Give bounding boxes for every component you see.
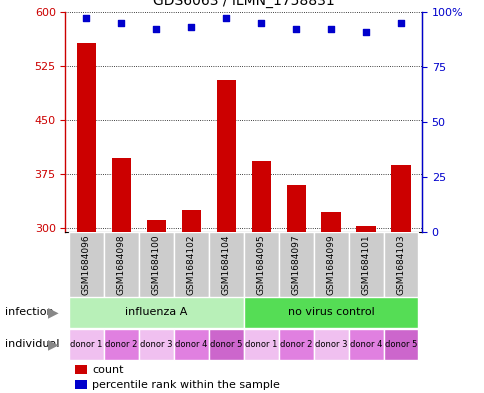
Title: GDS6063 / ILMN_1758831: GDS6063 / ILMN_1758831 bbox=[152, 0, 334, 8]
Bar bbox=[76, 43, 96, 232]
Text: GSM1684103: GSM1684103 bbox=[395, 234, 405, 295]
Bar bbox=[173, 232, 208, 297]
Bar bbox=[286, 185, 305, 232]
Text: GSM1684096: GSM1684096 bbox=[82, 234, 91, 295]
Bar bbox=[278, 329, 313, 360]
Text: GSM1684097: GSM1684097 bbox=[291, 234, 300, 295]
Bar bbox=[104, 232, 138, 297]
Text: donor 4: donor 4 bbox=[175, 340, 207, 349]
Bar bbox=[208, 329, 243, 360]
Text: percentile rank within the sample: percentile rank within the sample bbox=[92, 380, 279, 390]
Bar bbox=[391, 165, 410, 232]
Bar bbox=[313, 232, 348, 297]
Text: donor 4: donor 4 bbox=[349, 340, 381, 349]
Bar bbox=[208, 232, 243, 297]
Bar bbox=[69, 232, 104, 297]
Point bbox=[187, 24, 195, 30]
Text: donor 5: donor 5 bbox=[210, 340, 242, 349]
Point bbox=[396, 20, 404, 26]
Bar bbox=[138, 329, 173, 360]
Bar bbox=[243, 232, 278, 297]
Text: donor 3: donor 3 bbox=[314, 340, 347, 349]
Bar bbox=[138, 232, 173, 297]
Point bbox=[117, 20, 125, 26]
Bar bbox=[348, 329, 383, 360]
Point bbox=[292, 26, 300, 33]
Bar bbox=[69, 298, 243, 327]
Text: GSM1684099: GSM1684099 bbox=[326, 234, 335, 295]
Text: GSM1684104: GSM1684104 bbox=[221, 234, 230, 294]
Bar bbox=[278, 232, 313, 297]
Bar bbox=[383, 329, 418, 360]
Bar bbox=[321, 212, 340, 232]
Bar bbox=[104, 329, 138, 360]
Text: donor 3: donor 3 bbox=[140, 340, 172, 349]
Text: GSM1684102: GSM1684102 bbox=[186, 234, 196, 294]
Bar bbox=[111, 158, 131, 232]
Text: GSM1684100: GSM1684100 bbox=[151, 234, 161, 295]
Point bbox=[222, 15, 229, 22]
Text: donor 2: donor 2 bbox=[105, 340, 137, 349]
Bar bbox=[147, 220, 166, 232]
Text: ▶: ▶ bbox=[48, 305, 59, 320]
Bar bbox=[356, 226, 375, 232]
Bar bbox=[251, 161, 270, 232]
Text: no virus control: no virus control bbox=[287, 307, 374, 318]
Bar bbox=[243, 298, 418, 327]
Point bbox=[152, 26, 160, 33]
Bar bbox=[243, 329, 278, 360]
Bar bbox=[173, 329, 208, 360]
Text: GSM1684095: GSM1684095 bbox=[256, 234, 265, 295]
Text: infection: infection bbox=[5, 307, 53, 318]
Text: donor 2: donor 2 bbox=[279, 340, 312, 349]
Bar bbox=[383, 232, 418, 297]
Bar bbox=[182, 210, 200, 232]
Bar bbox=[69, 329, 104, 360]
Text: count: count bbox=[92, 365, 123, 375]
Point bbox=[327, 26, 334, 33]
Text: ▶: ▶ bbox=[48, 338, 59, 351]
Text: individual: individual bbox=[5, 340, 59, 349]
Bar bbox=[348, 232, 383, 297]
Text: GSM1684101: GSM1684101 bbox=[361, 234, 370, 295]
Text: donor 1: donor 1 bbox=[244, 340, 277, 349]
Bar bbox=[313, 329, 348, 360]
Bar bbox=[216, 80, 235, 232]
Text: donor 1: donor 1 bbox=[70, 340, 103, 349]
Point bbox=[362, 28, 369, 35]
Point bbox=[257, 20, 265, 26]
Point bbox=[82, 15, 90, 22]
Text: influenza A: influenza A bbox=[125, 307, 187, 318]
Text: GSM1684098: GSM1684098 bbox=[117, 234, 126, 295]
Text: donor 5: donor 5 bbox=[384, 340, 416, 349]
